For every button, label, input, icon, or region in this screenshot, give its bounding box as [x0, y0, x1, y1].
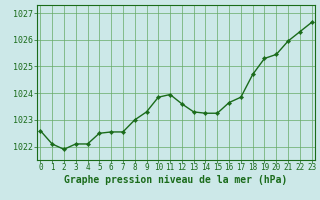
- X-axis label: Graphe pression niveau de la mer (hPa): Graphe pression niveau de la mer (hPa): [64, 175, 288, 185]
